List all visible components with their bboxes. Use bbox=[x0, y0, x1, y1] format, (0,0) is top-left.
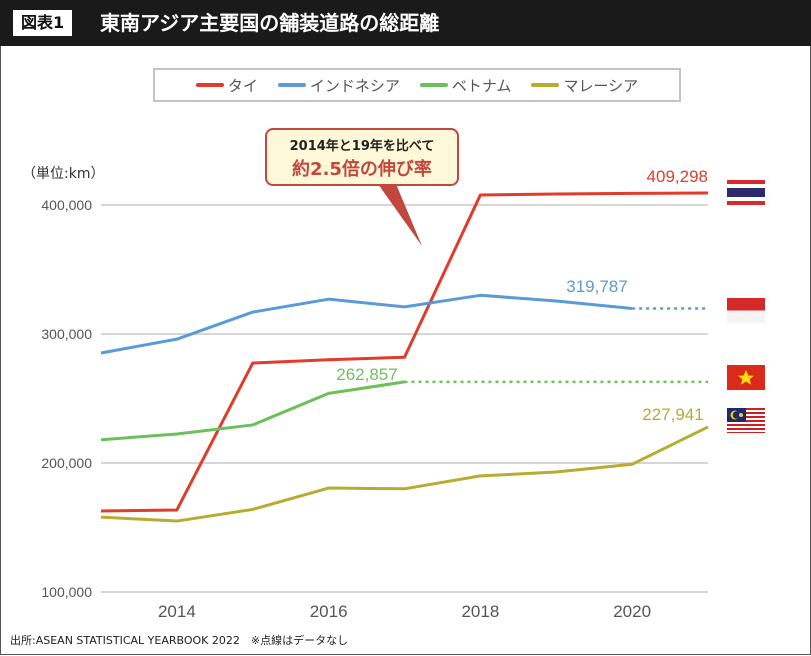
thailand-flag bbox=[727, 180, 765, 205]
y-tick-label: 300,000 bbox=[41, 326, 92, 342]
figure-badge: 図表1 bbox=[13, 10, 73, 36]
legend-item: インドネシア bbox=[277, 75, 400, 96]
legend-label: タイ bbox=[227, 76, 258, 95]
y-tick-label: 200,000 bbox=[41, 455, 92, 471]
legend-swatch bbox=[531, 83, 560, 87]
legend-label: マレーシア bbox=[563, 76, 639, 95]
series-line bbox=[100, 380, 405, 442]
legend: タイ インドネシア ベトナム マレーシア bbox=[153, 68, 681, 102]
x-tick-label: 2016 bbox=[310, 602, 348, 621]
header: 図表1 東南アジア主要国の舗装道路の総距離 bbox=[0, 0, 811, 46]
legend-swatch bbox=[277, 83, 306, 87]
callout-line1: 2014年と19年を比べて bbox=[289, 139, 435, 154]
chart-title: 東南アジア主要国の舗装道路の総距離 bbox=[100, 11, 440, 35]
legend-label: インドネシア bbox=[309, 76, 400, 95]
callout-pointer bbox=[378, 184, 422, 246]
unit-label: （単位:km） bbox=[22, 166, 105, 182]
malaysia-flag bbox=[727, 408, 765, 433]
data-label: 319,787 bbox=[566, 277, 627, 296]
series-line bbox=[100, 293, 633, 355]
x-tick-label: 2020 bbox=[613, 602, 651, 621]
series-line bbox=[100, 191, 709, 513]
legend-label: ベトナム bbox=[451, 76, 512, 95]
indonesia-flag bbox=[727, 298, 765, 323]
y-tick-label: 100,000 bbox=[41, 584, 92, 600]
data-label: 409,298 bbox=[647, 167, 708, 186]
x-tick-label: 2018 bbox=[461, 602, 499, 621]
x-tick-label: 2014 bbox=[158, 602, 196, 621]
legend-swatch bbox=[195, 83, 224, 87]
legend-item: タイ bbox=[195, 75, 258, 96]
series-line bbox=[100, 425, 709, 523]
callout: 2014年と19年を比べて 約2.5倍の伸び率 bbox=[265, 128, 459, 186]
data-label: 262,857 bbox=[336, 365, 397, 384]
y-tick-label: 400,000 bbox=[41, 197, 92, 213]
source-note: 出所:ASEAN STATISTICAL YEARBOOK 2022 ※点線はデ… bbox=[10, 634, 349, 647]
legend-item: ベトナム bbox=[419, 75, 512, 96]
legend-item: マレーシア bbox=[531, 75, 638, 96]
callout-line2: 約2.5倍の伸び率 bbox=[292, 159, 432, 180]
legend-swatch bbox=[419, 83, 448, 87]
data-label: 227,941 bbox=[642, 405, 703, 424]
vietnam-flag bbox=[727, 365, 765, 390]
